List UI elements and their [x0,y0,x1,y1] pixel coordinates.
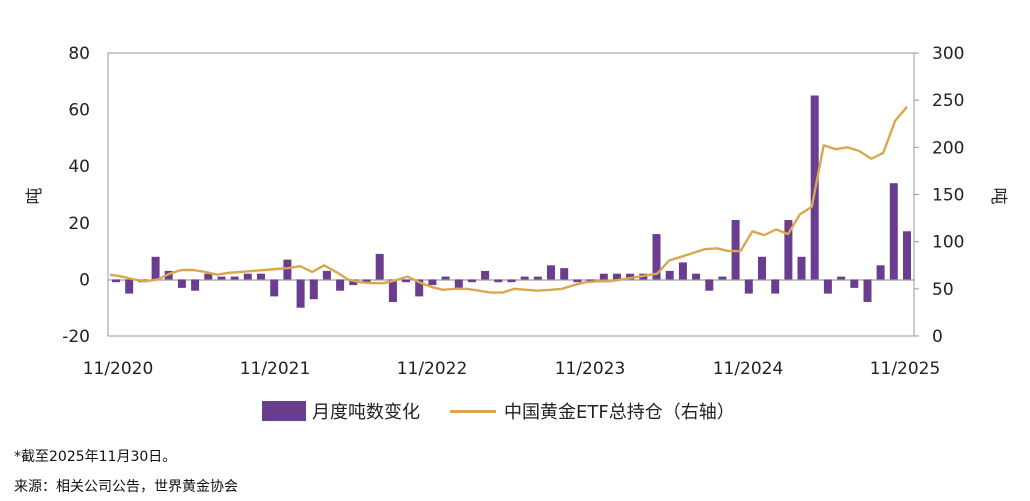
bar [613,273,621,280]
legend-item-bars: 月度吨数变化 [262,398,420,424]
footnote: *截至2025年11月30日。 [14,449,177,465]
bar [112,279,120,283]
bar [428,279,437,286]
bar [797,256,806,280]
legend-item-line: 中国黄金ETF总持仓（右轴） [450,398,735,424]
y-right-tick-label: 250 [932,91,964,111]
bar [903,231,911,280]
line-series [109,106,908,294]
bar [283,259,292,280]
bar [230,276,239,280]
bar [467,279,476,283]
bar [837,276,846,280]
bar [758,256,766,280]
y-right-tick-label: 200 [932,138,964,158]
bar [850,279,859,288]
y-left-tick-label: 0 [79,270,90,290]
bar [375,253,384,280]
bar [309,279,318,300]
bar [678,262,687,280]
bar [336,279,345,291]
y-right-tick-label: 50 [932,280,954,300]
bar [151,256,160,280]
bar [257,273,265,280]
bar [784,220,793,280]
legend-swatch-line [450,409,496,413]
bar [243,273,252,280]
x-tick-label: 11/2022 [397,359,468,379]
bar [402,279,410,283]
y-right-tick-label: 300 [932,44,964,64]
bar [599,273,608,280]
bar [415,279,424,297]
bar [560,268,569,280]
bar [349,279,358,286]
bar [547,265,555,280]
bar [125,279,134,294]
bar [626,273,635,280]
x-axis: 11/2020 11/2021 11/2022 11/2023 11/2024 11/20… [83,359,941,379]
x-tick-label: 11/2025 [870,359,941,379]
legend: 月度吨数变化 中国黄金ETF总持仓（右轴） [262,398,765,424]
bar [481,270,490,280]
bar [454,279,463,288]
legend-label-bars: 月度吨数变化 [312,402,420,423]
bar [520,276,529,280]
bar [889,183,898,280]
y-left-tick-label: 20 [68,214,90,234]
bar [744,279,753,294]
x-tick-label: 11/2023 [555,359,626,379]
bar [217,276,226,280]
bar [362,279,371,283]
legend-swatch-bar [262,401,306,421]
y-axis-right-title: 吨 [988,188,1008,205]
bar [823,279,832,294]
y-right-tick-label: 100 [932,233,964,253]
bar [388,279,397,302]
bar-series [112,95,911,308]
bar [771,279,780,294]
source-note: 来源：相关公司公告，世界黄金协会 [14,479,238,495]
bar [705,279,714,291]
bar [191,279,200,291]
bar [441,276,450,280]
bar [863,279,872,302]
y-left-tick-label: 60 [68,101,90,121]
y-right-tick-label: 0 [932,327,943,347]
bar [731,220,740,280]
bar [652,234,661,280]
bar [573,279,582,283]
bar [322,270,331,280]
chart: 11/2020 11/2021 11/2022 11/2023 11/2024 11/20… [25,44,1008,379]
bar [270,279,279,297]
bar [507,279,516,283]
bar [177,279,186,288]
bar [718,276,727,280]
bar [296,279,305,308]
bar [876,265,885,280]
bar [494,279,503,283]
bar [533,276,542,280]
bar [665,270,674,280]
legend-label-line: 中国黄金ETF总持仓（右轴） [504,402,735,423]
x-tick-label: 11/2024 [713,359,784,379]
bar [204,273,213,280]
plot-area [107,52,915,337]
y-left-tick-label: 40 [68,157,90,177]
y-axis-left-title: 吨 [25,188,45,205]
y-axis-left: 80 60 40 20 0 -20 [62,44,90,347]
y-left-tick-label: 80 [68,44,90,64]
y-right-tick-label: 150 [932,186,964,206]
x-tick-label: 11/2021 [240,359,311,379]
y-left-tick-label: -20 [62,327,90,347]
y-axis-right: 300 250 200 150 100 50 0 [914,44,964,347]
bar [692,273,701,280]
x-tick-label: 11/2020 [83,359,154,379]
